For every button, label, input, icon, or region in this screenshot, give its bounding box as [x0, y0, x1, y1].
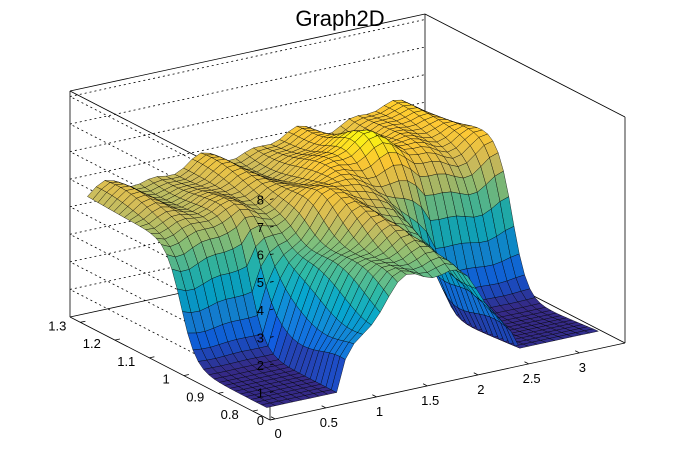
z-tick-label: 0 — [257, 413, 264, 428]
z-tick-mark — [269, 391, 274, 393]
z-tick-mark — [269, 418, 274, 421]
x-tick-label: 3 — [579, 360, 586, 375]
z-tick-mark — [269, 363, 274, 366]
y-tick-label: 0.9 — [186, 389, 204, 404]
y-tick-mark — [114, 338, 120, 341]
z-tick-label: 4 — [257, 303, 264, 318]
y-tick-mark — [218, 391, 224, 394]
z-tick-mark — [269, 225, 274, 228]
z-tick-label: 7 — [257, 220, 264, 235]
gridline-back-wall — [69, 46, 426, 125]
z-tick-label: 5 — [257, 275, 264, 290]
z-tick-mark — [269, 281, 274, 283]
x-tick-mark — [575, 350, 580, 354]
z-tick-label: 2 — [257, 358, 264, 373]
y-tick-mark — [149, 356, 155, 359]
z-tick-mark — [269, 253, 274, 256]
gridline-back-wall — [69, 19, 426, 97]
back-top-edge — [69, 13, 426, 92]
z-tick-label: 3 — [257, 330, 264, 345]
x-tick-label: 2 — [477, 382, 484, 397]
z-tick-mark — [269, 308, 274, 311]
axis-ticks: 0 0.5 1 1.5 2 2.5 3 0.8 0.9 1 1.1 1.2 1.3 0 1 2 3 4 5 6 7 8 — [48, 193, 586, 441]
x-tick-mark — [473, 372, 479, 376]
x-tick-label: 1 — [376, 404, 383, 419]
y-tick-label: 1.3 — [48, 318, 66, 333]
y-tick-mark — [183, 374, 189, 376]
x-tick-label: 2.5 — [523, 371, 541, 386]
surface-cell — [583, 328, 600, 334]
chart-title: Graph2D — [295, 6, 384, 31]
x-tick-label: 0.5 — [320, 415, 338, 430]
x-tick-mark — [524, 361, 529, 365]
z-tick-label: 6 — [257, 248, 264, 263]
y-tick-mark — [80, 320, 86, 323]
y-tick-label: 0.8 — [221, 407, 239, 422]
gridline-back-wall — [69, 101, 426, 180]
x-tick-label: 0 — [274, 426, 281, 441]
x-tick-mark — [321, 405, 326, 409]
x-axis-line — [269, 342, 626, 421]
surface-mesh — [87, 99, 600, 408]
y-tick-mark — [252, 409, 258, 412]
gridline-back-wall — [69, 74, 426, 153]
y-tick-label: 1.2 — [83, 336, 101, 351]
x-tick-mark — [422, 383, 428, 387]
z-tick-label: 8 — [257, 193, 264, 208]
z-tick-mark — [269, 198, 274, 200]
y-tick-label: 1 — [163, 372, 170, 387]
x-tick-mark — [372, 394, 377, 398]
x-tick-label: 1.5 — [421, 393, 439, 408]
y-axis-line — [69, 316, 271, 421]
z-tick-label: 1 — [257, 385, 264, 400]
y-tick-label: 1.1 — [117, 354, 135, 369]
right-top-edge — [424, 13, 626, 118]
z-tick-mark — [269, 336, 274, 338]
x-tick-mark — [270, 416, 276, 420]
